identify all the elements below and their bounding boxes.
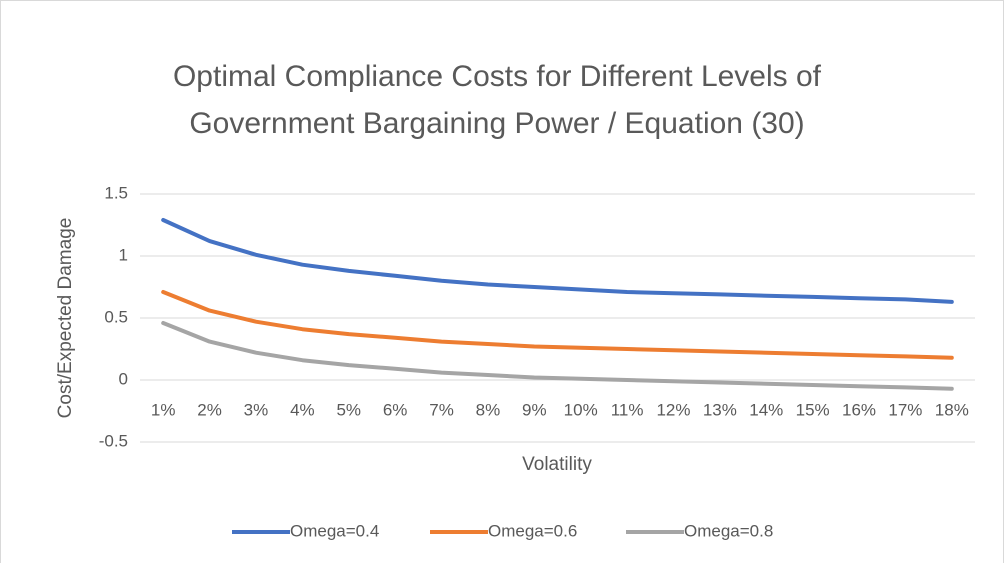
y-tick-label: 1 [119, 245, 128, 264]
legend-label: Omega=0.6 [488, 521, 577, 540]
legend-label: Omega=0.4 [290, 521, 379, 540]
y-tick-label: 0.5 [104, 307, 128, 326]
y-tick-label: 0 [119, 369, 128, 388]
x-tick-label: 10% [564, 400, 598, 419]
chart-title: Government Bargaining Power / Equation (… [189, 107, 804, 140]
x-tick-label: 16% [842, 400, 876, 419]
x-tick-label: 7% [429, 400, 454, 419]
x-tick-label: 5% [336, 400, 361, 419]
legend-label: Omega=0.8 [684, 521, 773, 540]
x-tick-label: 11% [611, 400, 644, 419]
x-tick-label: 18% [935, 400, 969, 419]
x-tick-label: 12% [656, 400, 690, 419]
x-tick-label: 17% [888, 400, 922, 419]
y-tick-label: 1.5 [104, 183, 128, 202]
x-tick-label: 3% [244, 400, 269, 419]
x-tick-label: 13% [703, 400, 737, 419]
x-tick-label: 1% [151, 400, 176, 419]
x-tick-label: 2% [197, 400, 222, 419]
y-axis-title: Cost/Expected Damage [55, 218, 76, 419]
line-series [161, 218, 954, 304]
x-tick-label: 14% [749, 400, 783, 419]
x-tick-label: 15% [796, 400, 830, 419]
line-series [161, 290, 954, 360]
x-tick-label: 9% [522, 400, 547, 419]
x-axis-title: Volatility [522, 454, 592, 475]
x-tick-label: 6% [383, 400, 408, 419]
chart-title: Optimal Compliance Costs for Different L… [173, 60, 822, 93]
y-tick-label: -0.5 [99, 431, 128, 450]
line-series [161, 321, 954, 391]
x-tick-label: 4% [290, 400, 315, 419]
x-tick-label: 8% [476, 400, 501, 419]
